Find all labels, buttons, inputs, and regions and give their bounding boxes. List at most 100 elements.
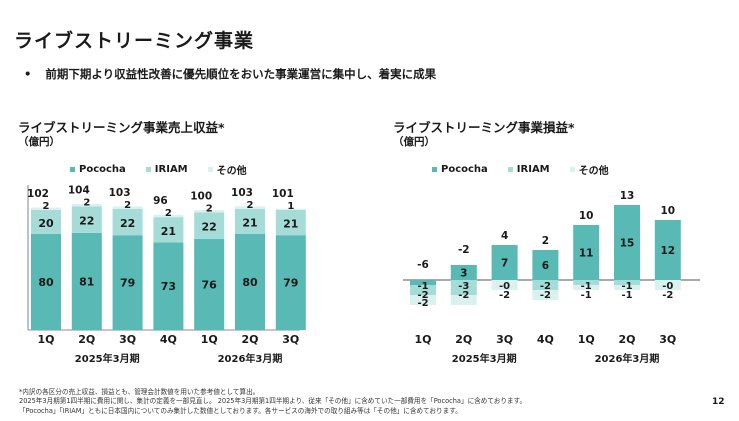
profit-bar-Pococha-3 (532, 250, 559, 280)
revenue-bar-IRIAM-5 (235, 208, 265, 234)
revenue-label-pococha-6: 79 (283, 277, 298, 290)
profit-bar-IRIAM-0 (410, 285, 436, 295)
revenue-label-other-5: 2 (247, 200, 254, 211)
profit-total-6: 10 (660, 205, 675, 217)
summary-text: 前期下期より収益性改善に優先順位をおいた事業運営に集中し、着実に成果 (45, 67, 437, 81)
revenue-bar-Pococha-1 (71, 232, 102, 330)
revenue-label-pococha-2: 79 (120, 277, 135, 290)
legend-item-pococha: Pococha (432, 164, 488, 175)
revenue-tick-label-1: 2Q (78, 333, 95, 346)
profit-tick-label-0: 1Q (414, 333, 431, 346)
profit-total-5: 13 (620, 190, 635, 202)
revenue-label-iriam-6: 21 (283, 218, 298, 231)
revenue-bar-その他-1 (71, 204, 102, 207)
profit-tick-label-4: 1Q (578, 333, 595, 346)
profit-tick-label-6: 3Q (659, 333, 676, 346)
profit-bar-その他-0 (410, 295, 436, 305)
revenue-bar-IRIAM-1 (71, 206, 102, 233)
profit-label-その他-1: -2 (458, 290, 469, 301)
profit-label-pococha-1: 3 (460, 268, 467, 280)
revenue-label-pococha-1: 81 (79, 275, 94, 288)
profit-unit: （億円） (393, 136, 435, 148)
revenue-total-6: 101 (272, 188, 294, 200)
revenue-label-other-4: 2 (206, 203, 213, 214)
legend-item-other: その他 (207, 162, 247, 177)
profit-chart-title: ライブストリーミング事業損益* (393, 120, 575, 135)
profit-label-その他-4: -1 (581, 290, 592, 301)
profit-bar-IRIAM-3 (532, 280, 559, 290)
revenue-total-0: 102 (27, 188, 49, 200)
profit-bar-その他-5 (614, 285, 640, 290)
legend-label-iriam: IRIAM (516, 164, 550, 175)
footnote-line: 「Pococha」「IRIAM」ともに日本国内についてのみ集計した数値としており… (19, 406, 462, 415)
revenue-tick-label-5: 2Q (241, 333, 258, 346)
profit-label-IRIAM-1: -3 (458, 281, 469, 292)
revenue-bar-Pococha-2 (112, 235, 143, 330)
legend-swatch-pococha (432, 167, 437, 172)
profit-tick-label-3: 4Q (537, 333, 554, 346)
footnote-line: *内訳の各区分の売上収益、損益とも、管理会計数値を用いた参考値として算出。 (19, 388, 260, 396)
profit-tick-label-5: 2Q (618, 333, 635, 346)
profit-total-2: 4 (501, 230, 508, 242)
profit-label-pococha-6: 12 (660, 245, 675, 257)
revenue-label-other-1: 2 (83, 197, 90, 208)
revenue-total-3: 96 (153, 195, 168, 207)
profit-label-IRIAM-6: -0 (662, 281, 673, 292)
revenue-legend: Pococha IRIAM その他 (70, 162, 267, 177)
footnotes: *内訳の各区分の売上収益、損益とも、管理会計数値を用いた参考値として算出。 20… (19, 388, 526, 416)
profit-label-IRIAM-2: -0 (499, 281, 510, 292)
revenue-total-2: 103 (109, 187, 131, 199)
revenue-bar-Pococha-6 (275, 235, 306, 330)
revenue-label-other-3: 2 (165, 208, 172, 219)
profit-label-IRIAM-4: -1 (581, 281, 592, 292)
profit-bar-その他-1 (450, 295, 477, 305)
revenue-label-other-6: 1 (287, 201, 294, 212)
revenue-bar-その他-6 (275, 208, 306, 210)
legend-label-pococha: Pococha (79, 164, 126, 175)
page-number: 12 (712, 397, 725, 407)
revenue-bar-IRIAM-6 (275, 210, 306, 236)
revenue-total-1: 104 (68, 184, 90, 196)
page-title: ライブストリーミング事業 (14, 30, 255, 52)
revenue-bar-その他-3 (153, 214, 184, 218)
profit-bar-その他-4 (573, 285, 600, 290)
profit-bar-Pococha-6 (654, 220, 681, 280)
profit-bar-その他-2 (491, 280, 518, 290)
revenue-total-4: 100 (190, 190, 212, 202)
revenue-bar-IRIAM-4 (194, 212, 225, 239)
profit-label-IRIAM-0: -2 (417, 290, 428, 301)
profit-label-その他-2: -2 (499, 290, 510, 301)
profit-label-IRIAM-3: -2 (540, 281, 551, 292)
revenue-label-iriam-3: 21 (161, 225, 176, 238)
profit-total-0: -6 (417, 259, 429, 271)
legend-label-other: その他 (216, 166, 247, 177)
profit-label-その他-3: -2 (540, 290, 551, 301)
legend-swatch-iriam (507, 167, 513, 172)
revenue-label-other-0: 2 (43, 201, 50, 212)
legend-label-pococha: Pococha (441, 164, 488, 175)
revenue-bar-その他-0 (31, 207, 61, 210)
profit-label-pococha-5: 15 (620, 238, 635, 250)
profit-total-1: -2 (458, 244, 470, 256)
revenue-bar-IRIAM-2 (112, 208, 143, 236)
revenue-period-label-0: 2025年3月期 (75, 352, 140, 365)
profit-bar-Pococha-4 (573, 225, 600, 280)
revenue-bar-Pococha-0 (31, 234, 61, 330)
profit-label-pococha-2: 7 (501, 258, 508, 270)
legend-label-iriam: IRIAM (154, 164, 188, 175)
revenue-bar-Pococha-3 (153, 242, 184, 330)
profit-label-その他-6: -2 (662, 290, 673, 301)
revenue-tick-label-2: 3Q (119, 333, 136, 346)
profit-legend: Pococha IRIAM その他 (432, 162, 629, 177)
revenue-bar-Pococha-5 (235, 234, 265, 330)
profit-bar-その他-3 (532, 290, 559, 300)
revenue-label-pococha-0: 80 (38, 276, 54, 289)
revenue-tick-label-0: 1Q (37, 333, 54, 346)
legend-label-other: その他 (578, 166, 609, 177)
profit-bar-IRIAM-1 (450, 280, 477, 295)
revenue-bar-IRIAM-0 (31, 210, 61, 234)
legend-item-iriam: IRIAM (507, 164, 550, 175)
revenue-label-pococha-3: 73 (161, 280, 176, 293)
